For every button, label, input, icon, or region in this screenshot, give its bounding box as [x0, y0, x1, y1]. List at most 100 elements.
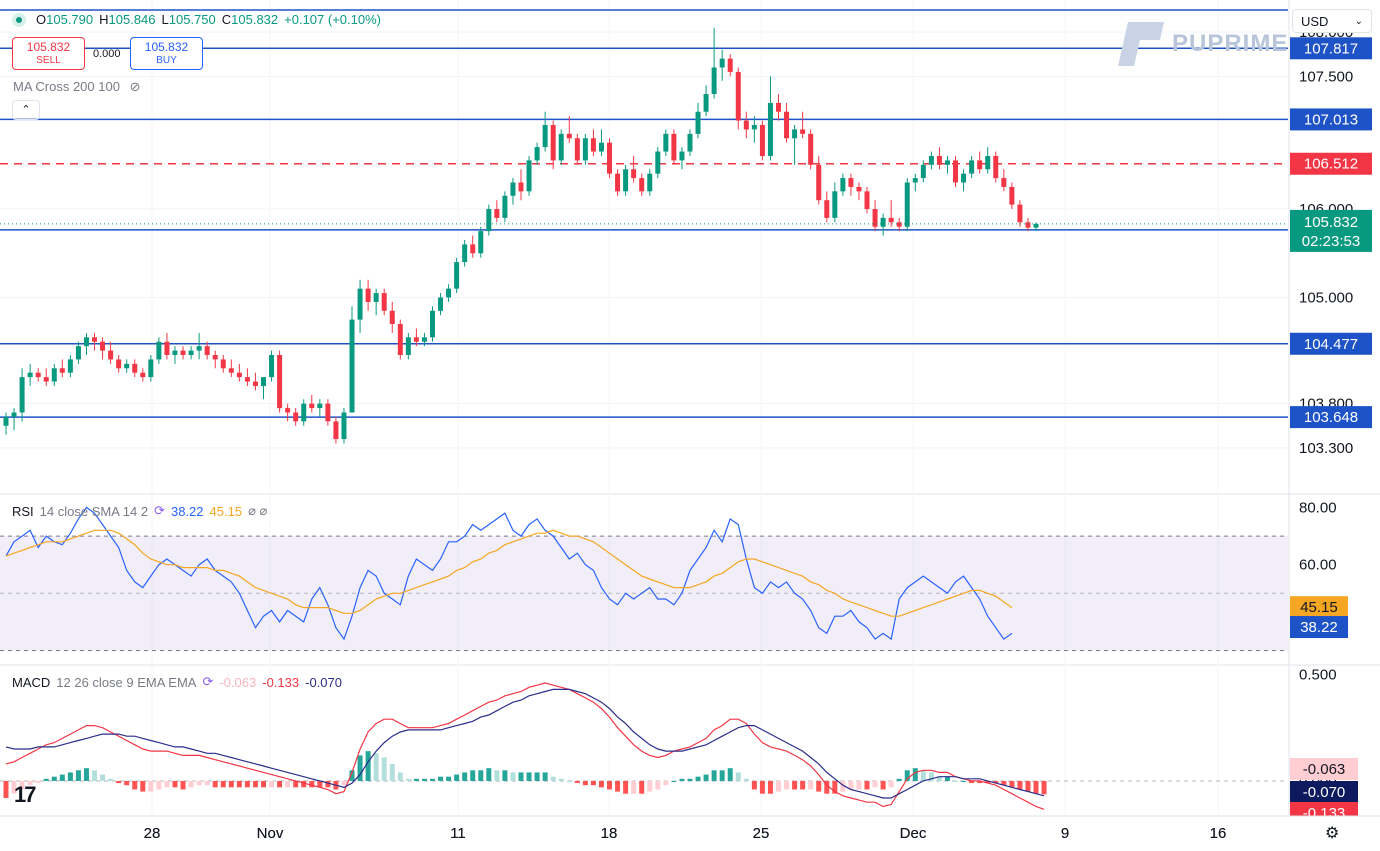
candle-body	[92, 337, 98, 342]
macd-histogram-bar	[228, 780, 234, 788]
candle-body	[623, 169, 629, 192]
macd-histogram-bar	[59, 774, 65, 781]
macd-signal-line	[5, 688, 1045, 799]
candle-body	[655, 151, 661, 174]
candle-body	[164, 341, 170, 355]
currency-select[interactable]: USD ⌄	[1292, 9, 1372, 33]
candle-body	[43, 377, 49, 382]
macd-line	[5, 682, 1045, 810]
time-tick-label: 28	[144, 825, 161, 842]
macd-histogram-bar	[792, 780, 798, 790]
macd-histogram-bar	[1017, 780, 1023, 790]
macd-histogram-bar	[381, 757, 387, 781]
macd-histogram-bar	[944, 776, 950, 781]
rsi-tick-label: 60.00	[1299, 557, 1337, 574]
buy-button[interactable]: 105.832 BUY	[130, 37, 203, 70]
candle-body	[719, 58, 725, 68]
symbol-status-icon	[12, 12, 26, 27]
macd-legend: MACD 12 26 close 9 EMA EMA ⟳ -0.063 -0.1…	[12, 674, 342, 690]
macd-histogram-bar	[156, 780, 162, 790]
candle-body	[695, 111, 701, 134]
sell-price: 105.832	[26, 40, 71, 54]
macd-histogram-bar	[687, 778, 693, 781]
candle-body	[856, 186, 862, 192]
candle-body	[51, 368, 57, 382]
collapse-legend-button[interactable]: ⌃	[12, 100, 40, 120]
macd-histogram-bar	[510, 772, 516, 781]
macd-histogram-bar	[872, 780, 878, 788]
current-price-tag	[1290, 209, 1372, 252]
macd-histogram-bar	[43, 778, 49, 781]
candle-body	[116, 359, 122, 369]
candle-body	[67, 359, 73, 373]
candle-body	[671, 133, 677, 161]
macd-histogram-bar	[293, 780, 299, 788]
macd-histogram-bar	[856, 780, 862, 790]
macd-histogram-bar	[582, 780, 588, 786]
macd-histogram-bar	[912, 768, 918, 781]
price-level-label: 106.512	[1304, 156, 1358, 173]
candle-body	[1017, 204, 1023, 223]
candle-body	[558, 133, 564, 161]
macd-histogram-bar	[92, 770, 98, 781]
macd-histogram-bar	[309, 780, 315, 788]
candle-body	[727, 58, 733, 72]
macd-histogram-bar	[462, 772, 468, 781]
price-level-tag	[1290, 152, 1372, 175]
macd-histogram-bar	[3, 780, 9, 798]
macd-histogram-bar	[623, 780, 629, 794]
candle-body	[75, 346, 81, 360]
macd-histogram-bar	[172, 780, 178, 788]
settings-gear-icon[interactable]: ⚙	[1325, 825, 1340, 842]
macd-histogram-bar	[100, 774, 106, 781]
rsi-value-tag	[1290, 596, 1348, 619]
price-level-tag	[1290, 37, 1372, 60]
price-tick-label: 103.300	[1299, 440, 1353, 457]
candle-body	[3, 416, 9, 426]
candle-body	[864, 191, 870, 210]
candle-body	[502, 195, 508, 218]
ohlc-low: L105.750	[161, 12, 216, 27]
time-tick-label: Nov	[257, 825, 284, 842]
macd-histogram-bar	[252, 780, 258, 788]
candle-body	[59, 368, 65, 373]
macd-histogram-bar	[51, 776, 57, 781]
candle-body	[631, 169, 637, 179]
macd-signal-value: -0.070	[305, 674, 342, 690]
candle-body	[293, 412, 299, 422]
indicator-ma-cross[interactable]: MA Cross 200 100 ⊘	[13, 79, 140, 95]
macd-histogram-bar	[534, 772, 540, 781]
candle-body	[848, 178, 854, 187]
macd-histogram-bar	[888, 780, 894, 788]
macd-value-label: -0.063	[1303, 761, 1346, 778]
time-tick-label: 11	[450, 825, 466, 842]
candle-body	[566, 133, 572, 139]
candle-body	[252, 381, 258, 386]
candle-body	[800, 129, 806, 134]
tradingview-logo-icon[interactable]: 17	[14, 782, 37, 807]
candle-body	[261, 377, 266, 386]
macd-histogram-bar	[35, 780, 41, 784]
macd-histogram-bar	[140, 780, 146, 792]
candle-body	[140, 372, 146, 378]
time-tick-label: 11	[450, 825, 466, 842]
macd-histogram-bar	[478, 770, 484, 781]
eye-crossed-icon[interactable]: ⊘	[129, 79, 141, 94]
candle-body	[961, 173, 967, 183]
candle-body	[912, 178, 918, 183]
candle-body	[19, 377, 25, 413]
candle-body	[896, 222, 902, 227]
candle-body	[985, 155, 991, 170]
ohlc-close: C105.832	[221, 12, 279, 27]
macd-histogram-bar	[365, 751, 371, 781]
candle-body	[703, 94, 709, 112]
macd-histogram-bar	[301, 780, 307, 788]
macd-histogram-bar	[936, 776, 942, 781]
macd-histogram-bar	[244, 780, 250, 788]
macd-histogram-bar	[848, 780, 854, 790]
candle-body	[518, 182, 524, 192]
macd-histogram-bar	[808, 780, 814, 790]
sell-button[interactable]: 105.832 SELL	[12, 37, 85, 70]
candle-body	[462, 244, 468, 263]
